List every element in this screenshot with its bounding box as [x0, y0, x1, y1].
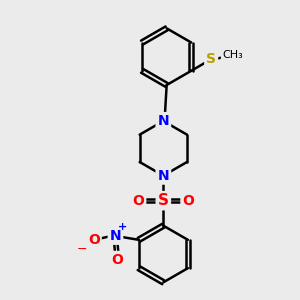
Text: O: O: [88, 233, 100, 247]
Text: N: N: [158, 169, 169, 183]
Text: O: O: [132, 194, 144, 208]
Text: −: −: [77, 243, 87, 256]
Text: O: O: [182, 194, 194, 208]
Text: N: N: [110, 229, 121, 243]
Text: CH₃: CH₃: [223, 50, 243, 60]
Text: S: S: [206, 52, 216, 66]
Text: S: S: [158, 193, 169, 208]
Text: O: O: [111, 253, 123, 267]
Text: +: +: [118, 221, 128, 232]
Text: N: N: [158, 114, 169, 128]
